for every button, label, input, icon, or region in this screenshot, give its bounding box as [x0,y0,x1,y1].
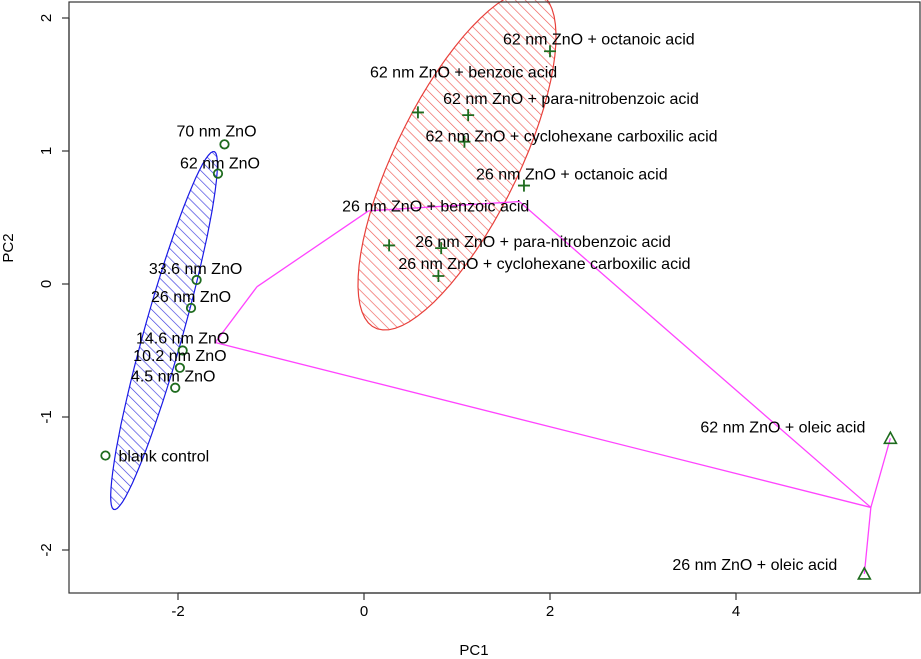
point-62-nm-zno-cyclohexane-carboxilic-acid [458,135,471,148]
point-26-nm-zno-benzoic-acid [383,239,396,252]
point-26-nm-zno-octanoic-acid [517,179,530,192]
label-26-nm-zno-para-nitrobenzoic-acid: 26 nm ZnO + para-nitrobenzoic acid [415,234,671,251]
point-62-nm-zno-octanoic-acid [544,45,556,58]
tree-edge-ae [215,341,872,509]
y-axis-title: PC2 [0,233,17,262]
tree-branch-62-nm-zno-oleic-acid [870,438,892,508]
point-blank-control [100,450,111,461]
label-62-nm-zno-octanoic-acid: 62 nm ZnO + octanoic acid [503,31,695,48]
point-4-5-nm-zno [170,382,181,393]
point-26-nm-zno [185,302,197,314]
label-62-nm-zno-oleic-acid: 62 nm ZnO + oleic acid [700,419,865,436]
label-62-nm-zno-benzoic-acid: 62 nm ZnO + benzoic acid [370,64,557,81]
confidence-ellipse-1 [110,150,219,511]
y-tick-label: 2 [38,14,55,22]
point-62-nm-zno-benzoic-acid [411,106,424,119]
point-62-nm-zno-para-nitrobenzoic-acid [462,109,475,122]
label-26-nm-zno-oleic-acid: 26 nm ZnO + oleic acid [672,557,837,574]
label-26-nm-zno-octanoic-acid: 26 nm ZnO + octanoic acid [476,167,668,184]
point-62-nm-zno [212,168,224,179]
point-33-6-nm-zno [191,274,202,286]
label-62-nm-zno-para-nitrobenzoic-acid: 62 nm ZnO + para-nitrobenzoic acid [443,91,699,108]
label-4-5-nm-zno: 4.5 nm ZnO [131,369,215,386]
point-62-nm-zno-oleic-acid [883,430,898,445]
label-26-nm-zno: 26 nm ZnO [151,289,231,306]
y-tick-label: -1 [38,410,55,423]
y-tick-label: -2 [38,543,55,556]
label-26-nm-zno-benzoic-acid: 26 nm ZnO + benzoic acid [342,198,529,215]
tree-edge-bc [256,210,370,288]
label-33-6-nm-zno: 33.6 nm ZnO [149,261,242,278]
label-70-nm-zno: 70 nm ZnO [176,123,256,140]
point-26-nm-zno-para-nitrobenzoic-acid [435,242,448,255]
label-14-6-nm-zno: 14.6 nm ZnO [136,331,229,348]
label-62-nm-zno: 62 nm ZnO [180,156,260,173]
x-tick-label: 0 [360,603,368,620]
point-26-nm-zno-cyclohexane-carboxilic-acid [432,270,445,283]
tree-branch-26-nm-zno-oleic-acid [863,507,872,575]
label-10-2-nm-zno: 10.2 nm ZnO [133,348,226,365]
point-10-2-nm-zno [174,362,185,373]
point-26-nm-zno-oleic-acid [856,566,872,580]
y-tick-label: 1 [38,147,55,155]
point-70-nm-zno [219,139,230,150]
x-tick-label: -2 [171,603,184,620]
label-62-nm-zno-cyclohexane-carboxilic-acid: 62 nm ZnO + cyclohexane carboxilic acid [425,129,717,146]
x-tick-label: 2 [546,603,554,620]
point-14-6-nm-zno [177,345,188,356]
label-26-nm-zno-cyclohexane-carboxilic-acid: 26 nm ZnO + cyclohexane carboxilic acid [398,256,690,273]
tree-edge-ab [214,286,258,343]
y-tick-label: 0 [38,280,55,288]
tree-edge-de [518,201,872,508]
confidence-ellipse-2 [357,0,557,331]
label-blank-control: blank control [118,449,209,466]
x-tick-label: 4 [732,603,740,620]
x-axis-title: PC1 [459,642,488,659]
tree-edge-cd [368,200,520,212]
